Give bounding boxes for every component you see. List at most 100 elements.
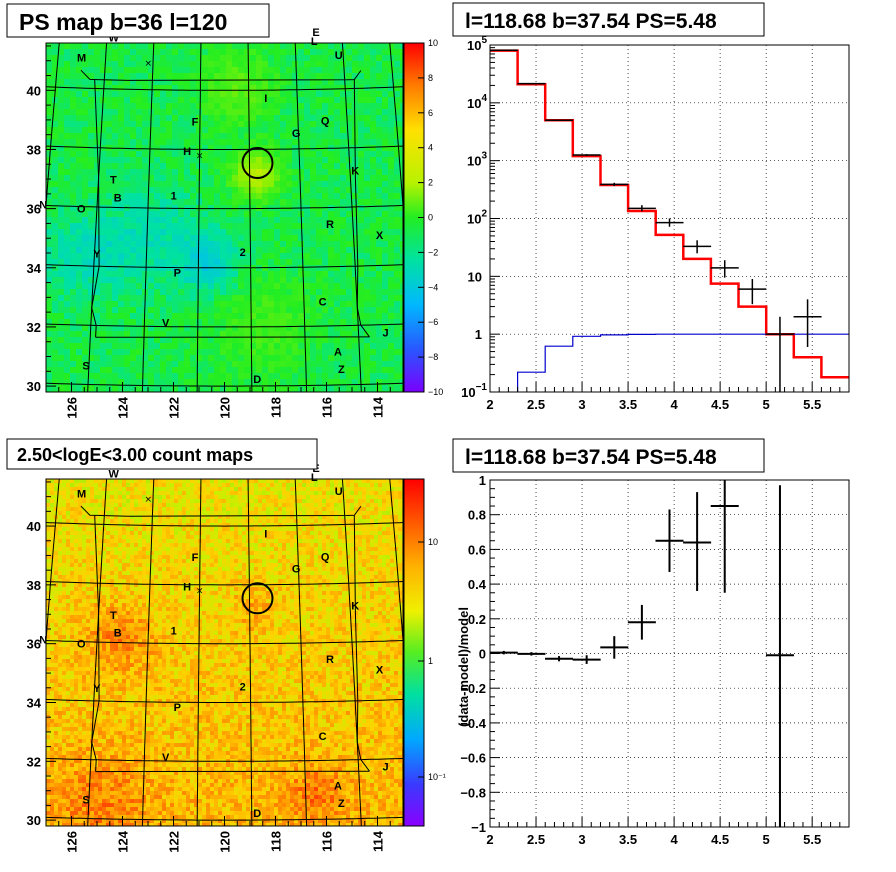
count-map-pixel [346,487,351,492]
ps-map-pixel [328,103,335,110]
ps-map-pixel [64,289,71,296]
ps-map-pixel [400,373,403,380]
ps-map-pixel [244,217,251,224]
ps-map-pixel [298,79,305,86]
ps-map-pixel [52,43,59,50]
ps-map-pixel [166,361,173,368]
count-map-pixel [390,495,395,500]
ps-map-pixel [172,55,179,62]
count-map-pixel [154,499,159,504]
ps-map-pixel [364,199,371,206]
ps-map-pixel [340,175,347,182]
ps-map-pixel [154,49,161,56]
count-map-pixel [202,523,207,528]
ps-map-pixel [214,157,221,164]
ps-map-pixel [148,295,155,302]
ps-map-pixel [52,235,59,242]
ps-map-pixel [394,91,401,98]
ps-map-pixel [250,295,257,302]
ps-map-pixel [256,151,263,158]
ps-map-pixel [352,97,359,104]
ps-map-pixel [340,289,347,296]
count-map-pixel [330,515,335,520]
ps-map-pixel [58,109,65,116]
ps-map-pixel [400,61,403,68]
ps-map-pixel [364,103,371,110]
ps-map-pixel [274,325,281,332]
ps-map-pixel [382,205,389,212]
ps-map-pixel [286,91,293,98]
ps-map-source-label: E [312,27,319,39]
ps-map-pixel [106,181,113,188]
ps-map-pixel [316,175,323,182]
ps-map-pixel [172,283,179,290]
ps-map-pixel [46,121,53,128]
ps-map-pixel [142,133,149,140]
x-tick-label: 120 [218,397,233,419]
ps-map-pixel [304,157,311,164]
ps-map-pixel [166,277,173,284]
count-map-pixel [110,507,115,512]
ps-map-pixel [364,265,371,272]
count-map-pixel [290,511,295,516]
ps-map-pixel [226,97,233,104]
count-map-pixel [334,479,339,484]
ps-map-pixel [394,301,401,308]
ps-map-pixel [46,181,53,188]
ps-map-pixel [232,199,239,206]
ps-map-pixel [88,49,95,56]
ps-map-pixel [328,235,335,242]
ps-map-pixel [178,289,185,296]
ps-map-pixel [274,265,281,272]
ps-map-pixel [394,175,401,182]
ps-map-pixel [346,193,353,200]
ps-map-pixel [64,205,71,212]
ps-map-pixel [280,307,287,314]
ps-map-pixel [226,67,233,74]
count-map-pixel [270,479,275,484]
ps-map-pixel [370,175,377,182]
ps-map-pixel [256,229,263,236]
count-map-pixel [238,495,243,500]
ps-map-pixel [118,313,125,320]
ps-map-pixel [112,259,119,266]
ps-map-pixel [112,49,119,56]
ps-map-pixel [202,307,209,314]
count-map-pixel [226,495,231,500]
count-map-pixel [74,519,79,524]
ps-map-pixel [190,277,197,284]
count-map-pixel [166,515,171,520]
ps-map-pixel [340,229,347,236]
count-map-pixel [174,515,179,520]
count-map-pixel [138,491,143,496]
count-map-pixel [218,503,223,508]
ps-map-pixel [214,223,221,230]
ps-map-pixel [172,343,179,350]
ps-map-pixel [370,259,377,266]
ps-map-pixel [304,235,311,242]
ps-map-pixel [196,307,203,314]
ps-map-pixel [358,127,365,134]
ps-map-pixel [202,145,209,152]
ps-map-pixel [148,331,155,338]
ps-map-pixel [208,193,215,200]
count-map-pixel [186,503,191,508]
count-map-pixel [258,519,263,524]
ps-map-pixel [232,229,239,236]
ps-map-pixel [298,121,305,128]
ps-map-pixel [202,109,209,116]
ps-map-pixel [346,103,353,110]
ps-map-pixel [238,355,245,362]
ps-map-pixel [190,367,197,374]
ps-map-pixel [370,385,377,392]
ps-map-pixel [310,151,317,158]
ps-map-pixel [334,181,341,188]
ps-map-pixel [334,151,341,158]
ps-map-pixel [166,169,173,176]
count-map-pixel [202,495,207,500]
ps-map-pixel [382,373,389,380]
ps-map-pixel [328,295,335,302]
ps-map-pixel [58,121,65,128]
ps-map-pixel [88,265,95,272]
ps-map-pixel [148,307,155,314]
